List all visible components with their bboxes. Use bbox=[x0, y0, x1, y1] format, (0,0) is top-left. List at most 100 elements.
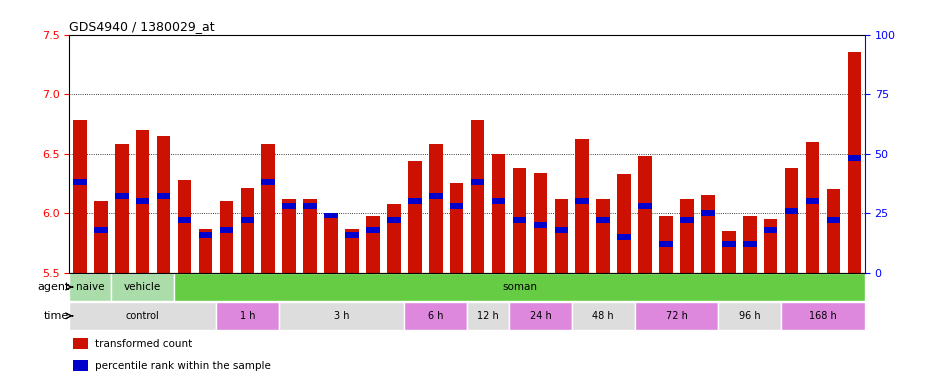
Text: vehicle: vehicle bbox=[124, 282, 161, 292]
Bar bbox=[572, 302, 635, 329]
Text: 6 h: 6 h bbox=[428, 311, 443, 321]
Bar bbox=[827, 217, 840, 223]
Bar bbox=[680, 217, 694, 223]
Bar bbox=[492, 154, 505, 273]
Bar bbox=[219, 227, 233, 233]
Bar bbox=[115, 194, 129, 199]
Text: soman: soman bbox=[502, 282, 536, 292]
Bar bbox=[512, 217, 526, 223]
Bar bbox=[471, 179, 485, 185]
Bar bbox=[262, 179, 275, 185]
Bar bbox=[471, 120, 485, 273]
Bar bbox=[199, 232, 212, 238]
Text: 3 h: 3 h bbox=[334, 311, 350, 321]
Bar bbox=[722, 241, 735, 247]
Bar bbox=[597, 199, 610, 273]
Bar bbox=[240, 188, 254, 273]
Text: control: control bbox=[126, 311, 159, 321]
Text: agent: agent bbox=[37, 282, 69, 292]
Bar bbox=[784, 168, 798, 273]
Text: 72 h: 72 h bbox=[665, 311, 687, 321]
Text: time: time bbox=[44, 311, 69, 321]
Bar bbox=[534, 173, 548, 273]
Text: 168 h: 168 h bbox=[809, 311, 837, 321]
Bar bbox=[806, 198, 820, 204]
Bar bbox=[847, 53, 861, 273]
Bar bbox=[178, 217, 191, 223]
Bar bbox=[408, 161, 422, 273]
Bar bbox=[554, 199, 568, 273]
Bar bbox=[660, 215, 672, 273]
Bar bbox=[278, 302, 404, 329]
Bar bbox=[325, 215, 338, 273]
Bar bbox=[94, 201, 107, 273]
Text: 12 h: 12 h bbox=[477, 311, 499, 321]
Bar bbox=[680, 199, 694, 273]
Bar bbox=[219, 201, 233, 273]
Bar bbox=[450, 184, 463, 273]
Bar bbox=[806, 142, 820, 273]
Bar bbox=[303, 199, 317, 273]
Text: 1 h: 1 h bbox=[240, 311, 255, 321]
Bar bbox=[617, 174, 631, 273]
Text: 96 h: 96 h bbox=[739, 311, 760, 321]
Bar bbox=[743, 215, 757, 273]
Bar bbox=[366, 227, 380, 233]
Bar bbox=[216, 302, 278, 329]
Bar bbox=[178, 180, 191, 273]
Bar bbox=[262, 144, 275, 273]
Bar bbox=[199, 228, 212, 273]
Bar bbox=[366, 215, 380, 273]
Bar bbox=[847, 156, 861, 161]
Bar bbox=[111, 273, 174, 301]
Bar bbox=[156, 194, 170, 199]
Bar bbox=[509, 302, 572, 329]
Bar bbox=[638, 156, 652, 273]
Bar bbox=[387, 217, 401, 223]
Bar bbox=[136, 198, 150, 204]
Bar bbox=[701, 210, 715, 216]
Text: transformed count: transformed count bbox=[95, 339, 192, 349]
Bar bbox=[638, 203, 652, 209]
Bar bbox=[240, 217, 254, 223]
Bar bbox=[764, 219, 778, 273]
Bar bbox=[429, 144, 442, 273]
Bar bbox=[73, 338, 88, 349]
Bar bbox=[719, 302, 781, 329]
Bar bbox=[534, 222, 548, 228]
Text: 24 h: 24 h bbox=[529, 311, 551, 321]
Bar bbox=[345, 228, 359, 273]
Text: 48 h: 48 h bbox=[592, 311, 614, 321]
Bar bbox=[345, 232, 359, 238]
Bar bbox=[282, 203, 296, 209]
Bar bbox=[94, 227, 107, 233]
Bar bbox=[174, 273, 865, 301]
Bar bbox=[73, 360, 88, 371]
Bar bbox=[660, 241, 672, 247]
Bar bbox=[115, 144, 129, 273]
Text: naive: naive bbox=[76, 282, 105, 292]
Bar bbox=[408, 198, 422, 204]
Bar bbox=[73, 179, 87, 185]
Bar bbox=[73, 120, 87, 273]
Bar bbox=[617, 234, 631, 240]
Bar bbox=[827, 189, 840, 273]
Bar bbox=[575, 198, 589, 204]
Bar bbox=[136, 130, 150, 273]
Bar bbox=[156, 136, 170, 273]
Bar bbox=[282, 199, 296, 273]
Bar bbox=[467, 302, 509, 329]
Bar bbox=[784, 208, 798, 214]
Bar bbox=[404, 302, 467, 329]
Bar bbox=[387, 204, 401, 273]
Bar bbox=[492, 198, 505, 204]
Bar bbox=[575, 139, 589, 273]
Bar bbox=[325, 212, 338, 218]
Bar bbox=[512, 168, 526, 273]
Text: percentile rank within the sample: percentile rank within the sample bbox=[95, 361, 271, 371]
Bar bbox=[701, 195, 715, 273]
Bar bbox=[743, 241, 757, 247]
Text: GDS4940 / 1380029_at: GDS4940 / 1380029_at bbox=[69, 20, 215, 33]
Bar bbox=[597, 217, 610, 223]
Bar bbox=[781, 302, 865, 329]
